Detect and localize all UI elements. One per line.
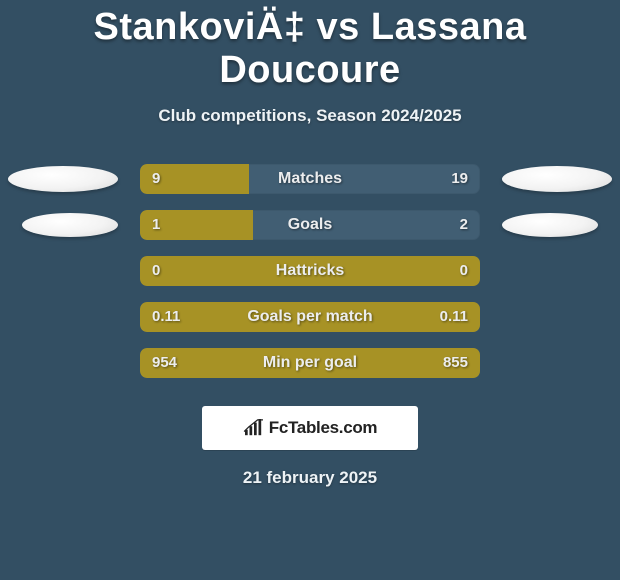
- stat-bar: 954 855 Min per goal: [140, 348, 480, 378]
- player-flag-left: [22, 213, 118, 237]
- source-logo[interactable]: FcTables.com: [202, 406, 418, 450]
- stat-value-left: 0: [152, 256, 160, 286]
- player-flag-right: [502, 213, 598, 237]
- stat-label: Goals: [288, 210, 332, 240]
- page-subtitle: Club competitions, Season 2024/2025: [0, 106, 620, 126]
- chart-icon: [243, 419, 265, 437]
- stat-value-right: 2: [460, 210, 468, 240]
- stat-label: Goals per match: [247, 302, 372, 332]
- stat-bar: 1 2 Goals: [140, 210, 480, 240]
- stat-row: 0.11 0.11 Goals per match: [0, 294, 620, 340]
- stat-value-right: 0: [460, 256, 468, 286]
- source-logo-text: FcTables.com: [269, 418, 378, 438]
- player-flag-left: [8, 166, 118, 192]
- stat-row: 954 855 Min per goal: [0, 340, 620, 386]
- stat-value-left: 9: [152, 164, 160, 194]
- stat-row: 0 0 Hattricks: [0, 248, 620, 294]
- comparison-card: StankoviÄ‡ vs Lassana Doucoure Club comp…: [0, 0, 620, 580]
- stat-rows: 9 19 Matches 1 2 Goals 0 0 Hattricks 0.11 0.11 Goal…: [0, 156, 620, 386]
- stat-row: 1 2 Goals: [0, 202, 620, 248]
- stat-value-right: 855: [443, 348, 468, 378]
- stat-value-right: 0.11: [440, 302, 468, 332]
- stat-label: Min per goal: [263, 348, 357, 378]
- page-title: StankoviÄ‡ vs Lassana Doucoure: [0, 6, 620, 92]
- stat-bar: 9 19 Matches: [140, 164, 480, 194]
- stat-value-left: 0.11: [152, 302, 180, 332]
- stat-row: 9 19 Matches: [0, 156, 620, 202]
- stat-label: Hattricks: [276, 256, 344, 286]
- stat-label: Matches: [278, 164, 342, 194]
- stat-value-left: 954: [152, 348, 177, 378]
- footer-date: 21 february 2025: [0, 468, 620, 488]
- stat-value-left: 1: [152, 210, 160, 240]
- stat-bar: 0.11 0.11 Goals per match: [140, 302, 480, 332]
- stat-value-right: 19: [451, 164, 468, 194]
- stat-bar: 0 0 Hattricks: [140, 256, 480, 286]
- player-flag-right: [502, 166, 612, 192]
